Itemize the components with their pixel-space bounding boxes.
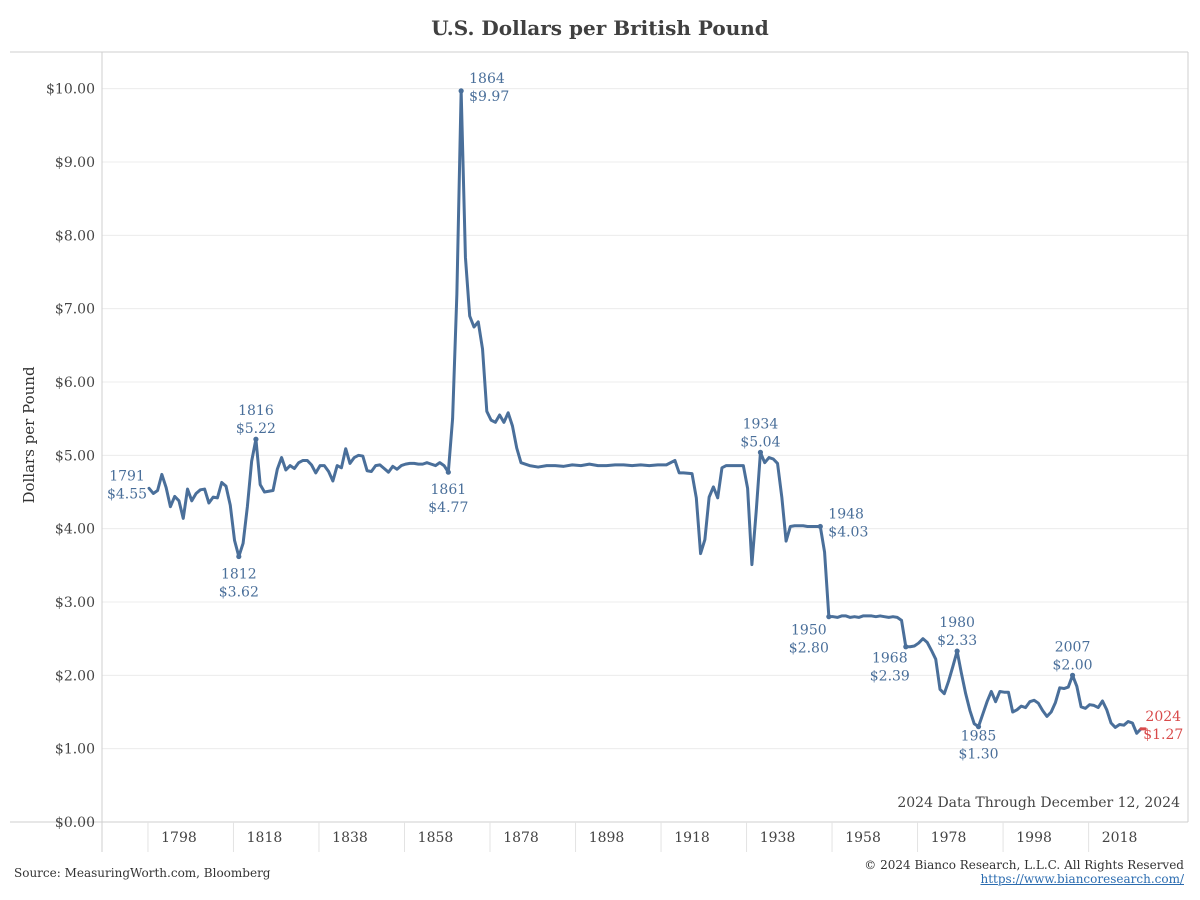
annotation-year: 1816 <box>238 403 274 419</box>
annotation-year: 1864 <box>469 71 505 87</box>
annotation-value: $4.03 <box>828 524 868 540</box>
x-tick-label: 1958 <box>845 830 881 846</box>
annotation-value: $1.27 <box>1143 727 1183 743</box>
x-tick-label: 1938 <box>760 830 796 846</box>
y-tick-label: $0.00 <box>55 815 95 831</box>
annotation-value: $9.97 <box>469 89 509 105</box>
annotation-year: 2024 <box>1145 709 1181 725</box>
annotation-value: $5.04 <box>740 434 780 450</box>
y-tick-label: $1.00 <box>55 742 95 758</box>
y-tick-label: $8.00 <box>55 228 95 244</box>
annotation-year: 2007 <box>1055 639 1091 655</box>
annotation-point <box>757 449 764 455</box>
annotation-year: 1950 <box>791 623 827 639</box>
annotation-point <box>236 553 242 560</box>
y-tick-label: $6.00 <box>55 375 95 391</box>
annotation-value: $2.39 <box>870 669 910 685</box>
annotation-year: 1791 <box>109 468 145 484</box>
chart-title: U.S. Dollars per British Pound <box>431 16 769 40</box>
x-tick-label: 1838 <box>332 830 368 846</box>
x-tick-label: 2018 <box>1102 830 1138 846</box>
x-tick-label: 1978 <box>931 830 967 846</box>
annotation-year: 1948 <box>828 506 864 522</box>
annotation-value: $2.00 <box>1053 657 1093 673</box>
annotation-year: 1812 <box>221 567 257 583</box>
annotation-value: $2.80 <box>789 641 829 657</box>
annotation-value: $2.33 <box>937 633 977 649</box>
annotation-year: 1980 <box>939 615 975 631</box>
y-tick-label: $4.00 <box>55 522 95 538</box>
annotation-value: $1.30 <box>958 747 998 763</box>
annotations: 1791 $4.55 1812 $3.62 1816 $5.22 1861 $4.77 1864… <box>107 71 1183 763</box>
annotation-value: $5.22 <box>236 421 276 437</box>
y-axis-label: Dollars per Pound <box>20 366 38 503</box>
y-tick-label: $5.00 <box>55 448 95 464</box>
x-tick-label: 1798 <box>161 830 197 846</box>
annotation-year: 1861 <box>431 482 467 498</box>
x-tick-label: 1878 <box>503 830 539 846</box>
x-tick-label: 1898 <box>589 830 625 846</box>
copyright-note: © 2024 Bianco Research, L.L.C. All Right… <box>864 858 1184 872</box>
series-line-history <box>147 89 1143 735</box>
annotation-point <box>903 644 909 650</box>
annotation-value: $4.77 <box>428 500 468 516</box>
website-link[interactable]: https://www.biancoresearch.com/ <box>980 872 1184 886</box>
annotation-year: 1968 <box>872 651 908 667</box>
annotation-point <box>445 469 451 475</box>
y-axis-ticks: $0.00 $1.00 $2.00 $3.00 $4.00 $5.00 $6.00 $7.00… <box>46 82 95 831</box>
annotation-value: $4.55 <box>107 486 147 502</box>
annotation-point <box>975 724 982 730</box>
annotation-value: $3.62 <box>219 585 259 601</box>
annotation-year: 1985 <box>961 729 997 745</box>
plot-frame <box>10 51 1189 852</box>
annotation-point <box>826 614 832 620</box>
x-tick-label: 1818 <box>247 830 283 846</box>
x-tick-label: 1918 <box>674 830 710 846</box>
x-tick-label: 1858 <box>418 830 454 846</box>
y-tick-label: $7.00 <box>55 302 95 318</box>
annotation-point <box>954 648 960 654</box>
annotation-point <box>253 436 259 442</box>
x-axis-ticks: 1798 1818 1838 1858 1878 1898 1918 1938 1958 1978… <box>147 822 1138 852</box>
series-lines <box>147 89 1147 735</box>
data-note: 2024 Data Through December 12, 2024 <box>897 795 1180 811</box>
source-note: Source: MeasuringWorth.com, Bloomberg <box>14 866 271 880</box>
y-tick-label: $3.00 <box>55 595 95 611</box>
annotation-point <box>817 523 823 530</box>
annotation-point <box>458 88 464 94</box>
y-tick-label: $2.00 <box>55 668 95 684</box>
annotation-year: 1934 <box>743 416 779 432</box>
annotation-point <box>1069 672 1076 678</box>
y-tick-label: $10.00 <box>46 82 95 98</box>
x-tick-label: 1998 <box>1016 830 1052 846</box>
y-tick-label: $9.00 <box>55 155 95 171</box>
gridlines <box>102 88 1188 823</box>
